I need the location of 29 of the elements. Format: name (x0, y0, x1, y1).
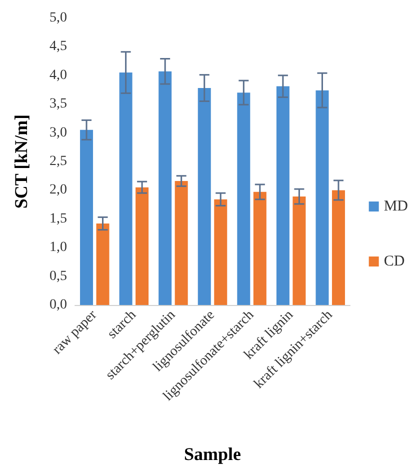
legend-label: MD (384, 198, 408, 214)
bar (96, 223, 110, 305)
bar (214, 199, 228, 305)
bar (276, 86, 290, 305)
y-tick-label: 3,0 (50, 125, 67, 140)
bar (292, 196, 306, 305)
x-axis-title: Sample (184, 444, 242, 464)
y-tick-label: 0,5 (50, 268, 67, 284)
bar (80, 130, 94, 305)
y-axis-title: SCT [kN/m] (11, 114, 31, 209)
y-tick-label: 5,0 (50, 10, 67, 26)
y-tick-label: 1,5 (50, 211, 67, 226)
y-tick-label: 1,0 (50, 240, 67, 256)
y-tick-label: 3,5 (50, 96, 67, 112)
bar (237, 92, 250, 305)
y-tick-label: 4,5 (50, 39, 67, 54)
bar (119, 72, 132, 305)
bar (316, 90, 329, 305)
y-tick-label: 2,5 (50, 154, 67, 169)
bar (158, 71, 172, 305)
bar (136, 187, 149, 305)
y-tick-label: 0,0 (50, 298, 67, 312)
y-tick-label: 2,0 (50, 182, 67, 198)
legend-label: CD (384, 254, 405, 270)
bar (332, 190, 345, 305)
bar (253, 192, 266, 305)
y-tick-label: 4,0 (50, 68, 67, 83)
bar (174, 181, 188, 305)
bar (198, 88, 211, 305)
